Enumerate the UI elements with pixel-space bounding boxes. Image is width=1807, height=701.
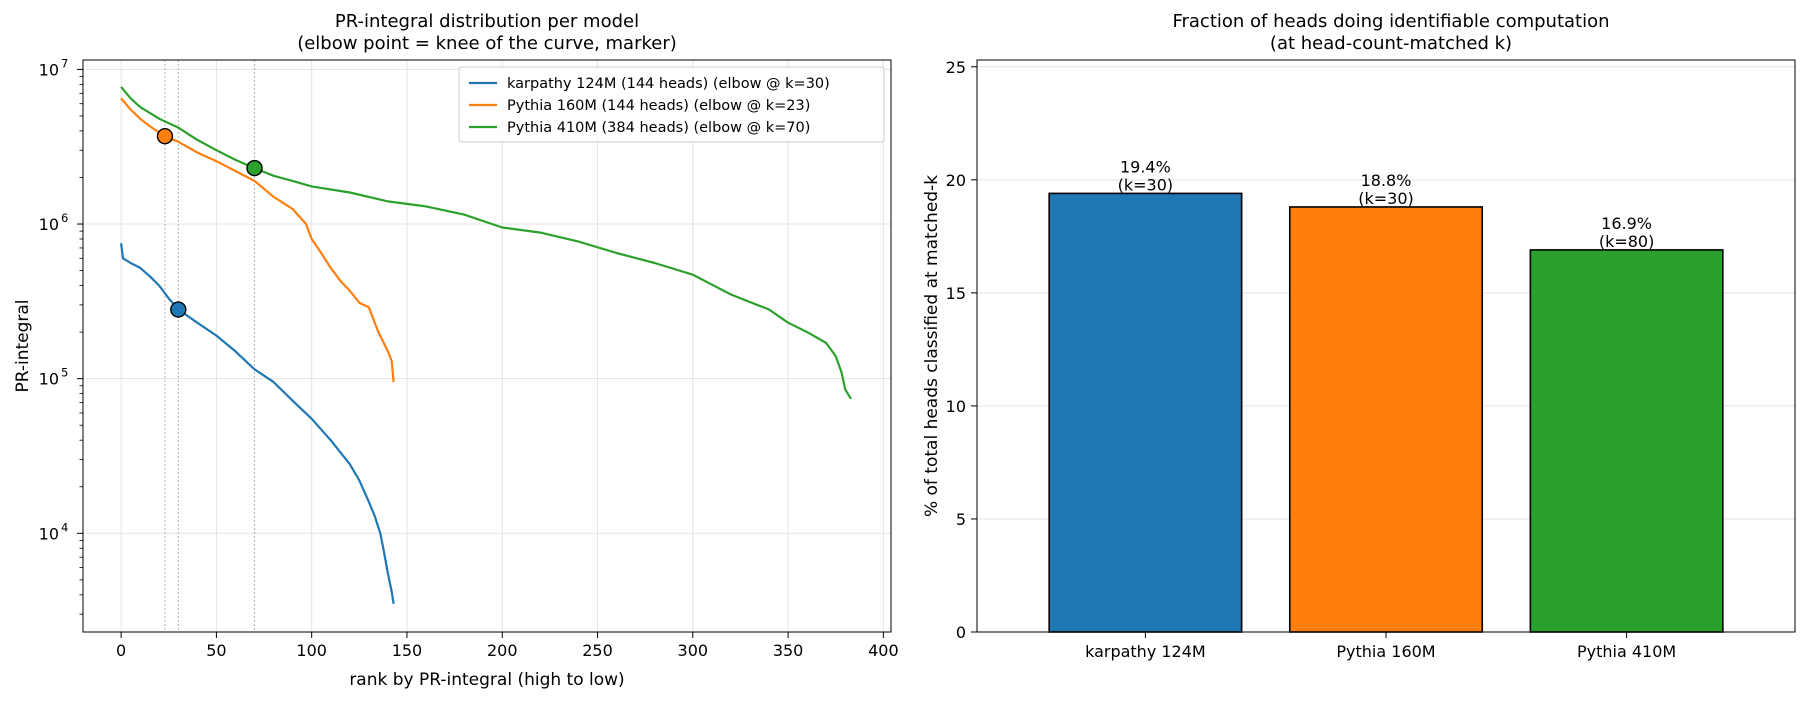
- x-tick-label: 250: [582, 641, 613, 660]
- y-tick-label: 10: [39, 215, 59, 234]
- y-tick-label: 25: [946, 58, 966, 77]
- x-tick-label: 300: [678, 641, 709, 660]
- line-chart-title: PR-integral distribution per model: [335, 11, 639, 32]
- line-chart-x-ticks: 0 50 100 150 200 250 300 350 400: [116, 632, 899, 660]
- x-tick-label: 200: [487, 641, 518, 660]
- x-tick-label: Pythia 160M: [1336, 642, 1435, 661]
- y-tick-label: 15: [946, 284, 966, 303]
- y-tick-label: 10: [946, 397, 966, 416]
- bar-chart-y-ticks: 0 5 10 15 20 25: [946, 58, 977, 642]
- bar-series-group: [1048, 192, 1724, 633]
- line-chart-grid: [83, 60, 891, 632]
- legend-label: Pythia 160M (144 heads) (elbow @ k=23): [507, 98, 810, 114]
- elbow-marker-group: [156, 127, 263, 318]
- line-chart-subtitle: (elbow point = knee of the curve, marker…: [297, 33, 677, 54]
- y-tick-label: 5: [956, 510, 966, 529]
- y-tick-label: 0: [956, 623, 966, 642]
- bar-chart-subtitle: (at head-count-matched k): [1270, 33, 1512, 54]
- bar-chart-panel: Fraction of heads doing identifiable com…: [922, 11, 1796, 661]
- elbow-marker: [170, 301, 187, 318]
- series-line: [120, 243, 395, 604]
- x-tick-label: 100: [296, 641, 327, 660]
- bar: [1048, 192, 1243, 633]
- bar-k-label: (k=80): [1599, 232, 1655, 251]
- elbow-marker: [156, 127, 174, 145]
- elbow-marker: [246, 159, 263, 177]
- line-chart-y-axis-label: PR-integral: [13, 299, 33, 392]
- bar: [1529, 249, 1724, 633]
- y-tick-exponent: 5: [61, 366, 68, 380]
- x-tick-label: 50: [206, 641, 226, 660]
- x-tick-label: 150: [392, 641, 423, 660]
- y-tick-label: 10: [39, 60, 59, 79]
- y-tick-exponent: 6: [61, 211, 68, 225]
- y-tick-label: 20: [946, 171, 966, 190]
- line-chart-panel: PR-integral distribution per model (elbo…: [13, 11, 899, 690]
- bar-value-label: 16.9%: [1601, 214, 1652, 233]
- x-tick-label: 400: [868, 641, 899, 660]
- bar-chart-x-ticks: karpathy 124M Pythia 160M Pythia 410M: [1085, 632, 1676, 661]
- line-chart-plot-area: [82, 59, 892, 633]
- line-chart-legend: karpathy 124M (144 heads) (elbow @ k=30)…: [458, 66, 885, 143]
- x-tick-label: 0: [116, 641, 126, 660]
- elbow-guide-lines: [164, 60, 255, 632]
- x-tick-label: karpathy 124M: [1085, 642, 1206, 661]
- bar: [1288, 206, 1484, 633]
- bar-value-label: 18.8%: [1361, 171, 1412, 190]
- x-tick-label: 350: [773, 641, 804, 660]
- legend-box: [458, 66, 885, 143]
- bar-chart-y-axis-label: % of total heads classified at matched-k: [922, 175, 942, 517]
- y-tick-label: 10: [39, 524, 59, 543]
- y-tick-exponent: 7: [61, 56, 68, 70]
- bar-value-labels: 19.4%(k=30) 18.8%(k=30)16.9%(k=80): [1118, 157, 1655, 251]
- y-tick-exponent: 4: [61, 520, 68, 534]
- bar-value-label: 19.4%: [1120, 157, 1171, 176]
- y-tick-label: 10: [39, 370, 59, 389]
- x-tick-label: Pythia 410M: [1577, 642, 1676, 661]
- bar-chart-title: Fraction of heads doing identifiable com…: [1172, 11, 1609, 32]
- bar-k-label: (k=30): [1358, 189, 1414, 208]
- legend-label: Pythia 410M (384 heads) (elbow @ k=70): [507, 120, 810, 136]
- legend-label: karpathy 124M (144 heads) (elbow @ k=30): [507, 76, 830, 92]
- series-line: [120, 86, 852, 400]
- bar-k-label: (k=30): [1118, 175, 1174, 194]
- line-chart-x-axis-label: rank by PR-integral (high to low): [349, 670, 624, 690]
